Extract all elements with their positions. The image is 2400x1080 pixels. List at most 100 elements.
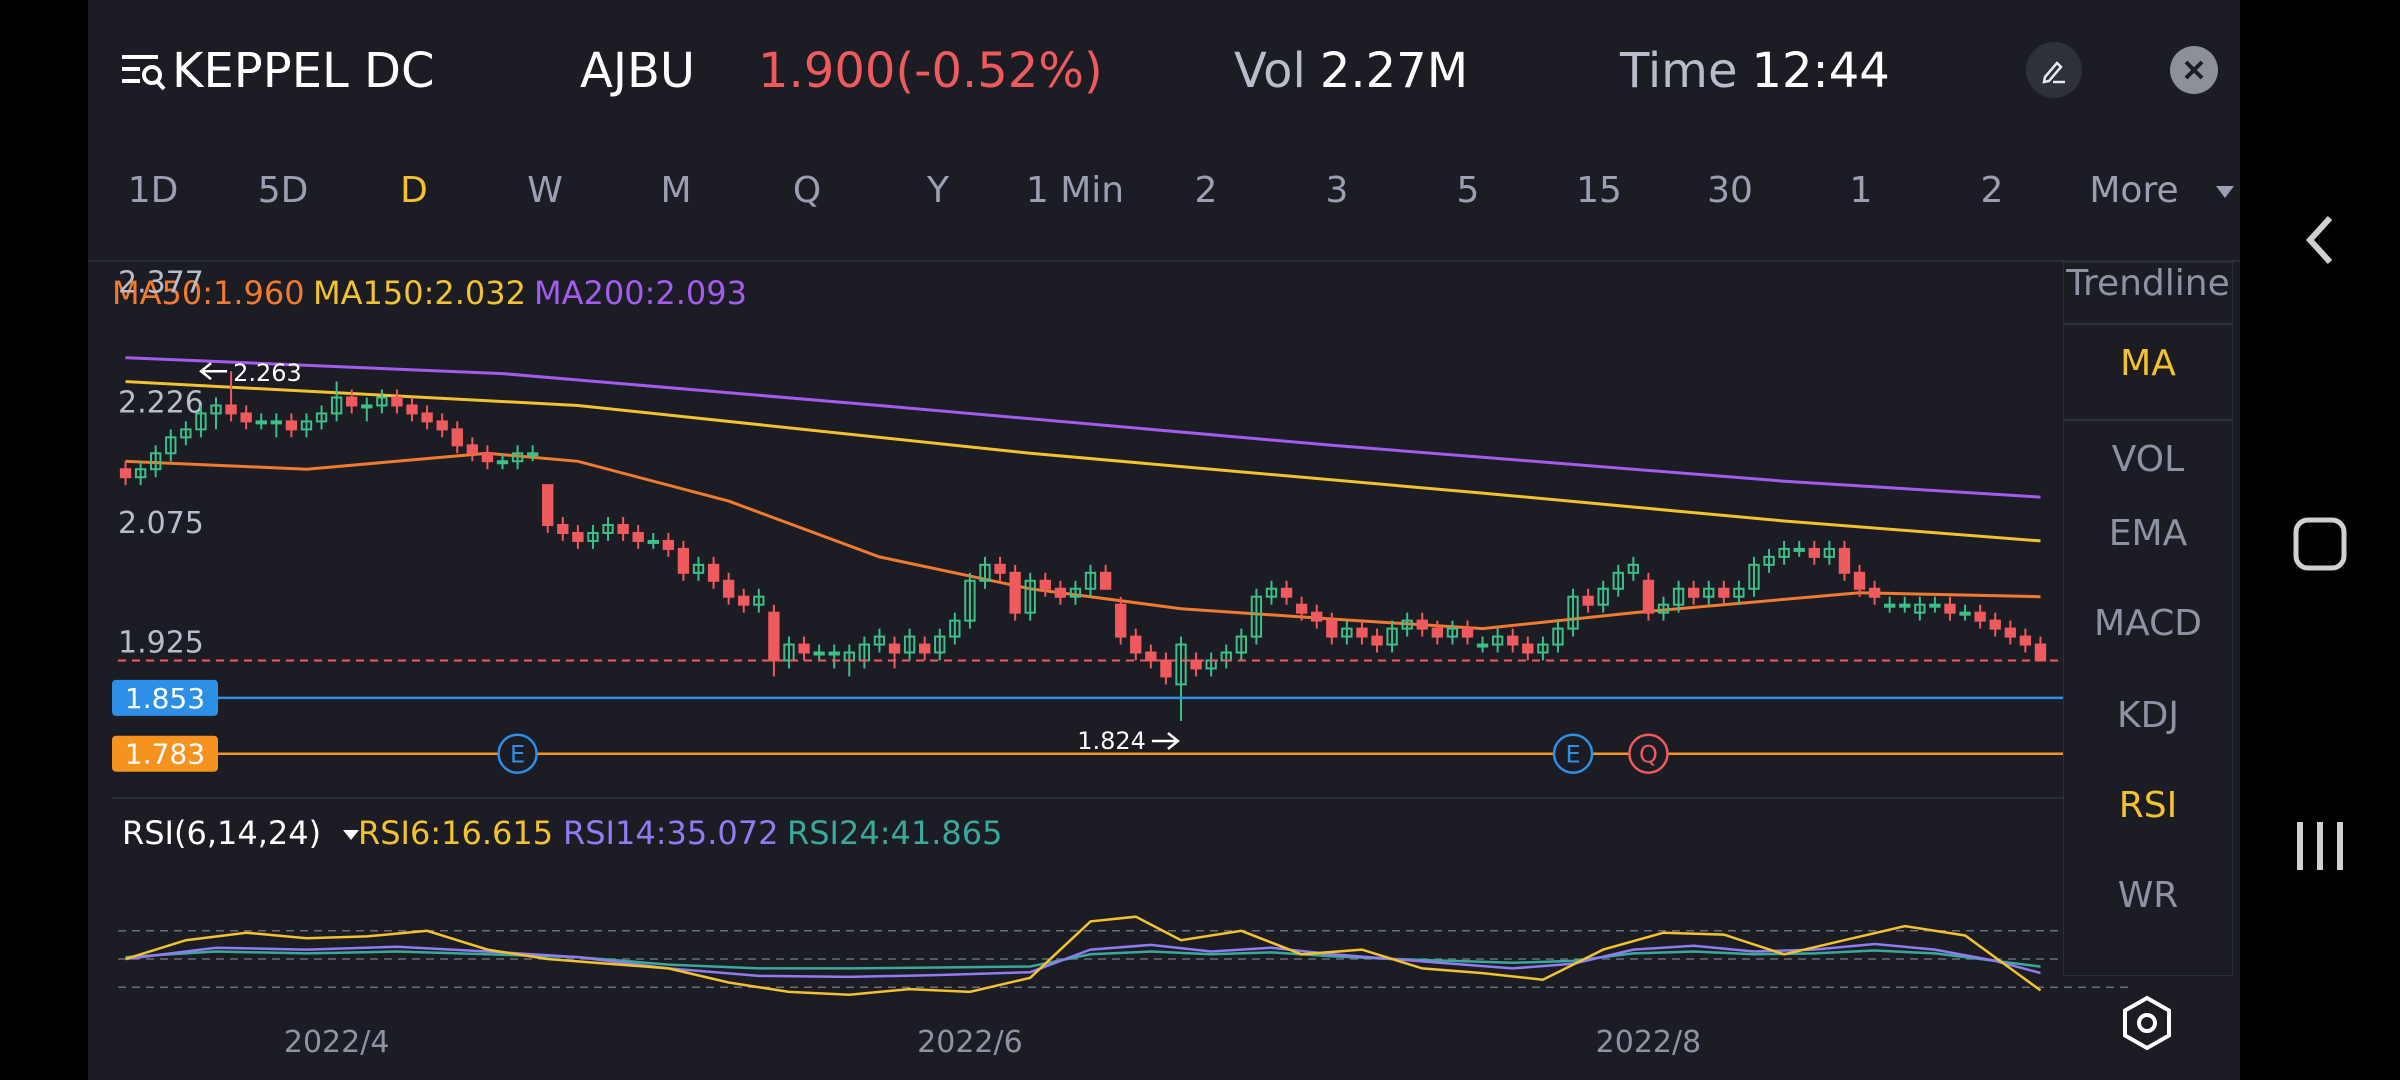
candle-body: [119, 468, 132, 479]
home-button[interactable]: [2240, 514, 2400, 574]
candle-body: [1069, 587, 1082, 598]
rsi14-legend: RSI14:35.072: [563, 814, 779, 852]
candle-body: [1446, 627, 1459, 638]
indicator-item[interactable]: KDJ: [2117, 695, 2179, 736]
candle-body: [1009, 571, 1021, 614]
candle-body: [677, 547, 690, 574]
candle-body: [1899, 603, 1911, 608]
candle-body: [315, 412, 328, 423]
candle-body: [1597, 587, 1609, 606]
candle-body: [1612, 571, 1624, 590]
stock-title[interactable]: KEPPEL DC: [118, 38, 435, 104]
tab-timeframe[interactable]: 2: [1980, 170, 2004, 211]
candle-body: [692, 563, 705, 574]
tab-timeframe[interactable]: 15: [1576, 170, 1622, 211]
tab-timeframe[interactable]: Y: [927, 170, 949, 211]
candle-body: [391, 396, 403, 407]
candle-body: [873, 635, 886, 646]
candle-body: [1959, 611, 1971, 616]
collapse-button[interactable]: [2240, 210, 2400, 270]
event-badge-label: E: [510, 741, 525, 769]
candle-body: [1703, 587, 1715, 598]
stock-name: KEPPEL DC: [172, 43, 435, 99]
candle-body: [1567, 595, 1579, 630]
rsi-title-text: RSI(6,14,24): [122, 814, 322, 852]
settings-button[interactable]: [2118, 994, 2176, 1052]
tab-timeframe[interactable]: W: [527, 170, 563, 211]
candle-body: [1265, 587, 1278, 598]
candle-body: [1507, 635, 1519, 646]
candle-body: [210, 404, 222, 415]
candle-body: [647, 539, 659, 544]
time-label: Time: [1620, 43, 1738, 99]
candle-body: [1914, 603, 1926, 614]
tab-timeframe[interactable]: 2: [1194, 170, 1218, 211]
indicator-item[interactable]: EMA: [2108, 513, 2188, 554]
settings-icon: [2123, 995, 2171, 1051]
tab-timeframe[interactable]: 5D: [257, 170, 309, 211]
tab-timeframe[interactable]: 1 Min: [1025, 170, 1125, 211]
trendline-button[interactable]: Trendline: [2066, 263, 2230, 304]
tab-timeframe[interactable]: 3: [1325, 170, 1349, 211]
candle-body: [572, 531, 584, 542]
tab-timeframe[interactable]: Q: [792, 170, 822, 211]
tab-timeframe[interactable]: M: [660, 170, 692, 211]
tab-timeframe[interactable]: 5: [1456, 170, 1480, 211]
side-divider: [2064, 323, 2232, 325]
candle-body: [994, 563, 1006, 574]
volume: Vol 2.27M: [1234, 38, 1468, 104]
price-chart[interactable]: 2.377 2.226 2.075 1.925 1.853 1.783 2.263 1.824…: [88, 260, 2240, 800]
candle-body: [2004, 627, 2016, 638]
candle-body: [602, 524, 614, 534]
candle-body: [587, 531, 599, 542]
chevron-down-icon[interactable]: [2216, 186, 2234, 198]
candle-body: [1823, 547, 1836, 558]
candle-body: [1386, 627, 1398, 646]
candle-body: [1099, 571, 1112, 590]
event-badge: [1628, 733, 1669, 774]
draw-button[interactable]: [2026, 42, 2082, 98]
indicator-item[interactable]: MACD: [2094, 603, 2202, 644]
candle-body: [451, 428, 463, 447]
stock-code: AJBU: [580, 43, 696, 99]
candle-body: [1687, 587, 1700, 598]
ma150-legend: MA150:2.032: [313, 274, 526, 312]
event-badge-label: Q: [1639, 741, 1658, 769]
tab-timeframe[interactable]: 1D: [127, 170, 179, 211]
indicator-item[interactable]: MA: [2120, 343, 2176, 384]
indicator-item[interactable]: RSI: [2118, 785, 2178, 826]
side-divider: [2064, 419, 2232, 421]
tab-timeframe[interactable]: 1: [1849, 170, 1873, 211]
indicator-item[interactable]: VOL: [2111, 439, 2185, 480]
candle-body: [1944, 603, 1956, 614]
x-axis: 2022/4 2022/6 2022/8: [284, 1025, 1701, 1060]
tab-timeframe[interactable]: More: [2089, 170, 2179, 211]
chevron-left-icon: [2305, 215, 2333, 265]
caret-down-icon: [343, 830, 360, 840]
recents-button[interactable]: [2240, 814, 2400, 878]
tab-timeframe[interactable]: D: [400, 170, 428, 211]
candle-body: [2019, 635, 2032, 646]
ma200-legend: MA200:2.093: [534, 274, 747, 312]
candle-body: [617, 524, 629, 534]
candle-body: [1491, 635, 1504, 646]
rsi-title[interactable]: RSI(6,14,24): [122, 814, 360, 852]
tab-timeframe[interactable]: 30: [1707, 170, 1753, 211]
candle-body: [1461, 627, 1474, 638]
candle-body: [1416, 619, 1428, 630]
close-button[interactable]: [2170, 46, 2218, 94]
rsi-chart[interactable]: [88, 880, 2240, 1020]
pencil-icon: [2042, 61, 2065, 84]
volume-label: Vol: [1234, 43, 1306, 99]
x-tick-label: 2022/4: [284, 1025, 390, 1060]
candle-body: [1763, 555, 1775, 566]
candle-body: [934, 635, 946, 654]
rsi24-legend: RSI24:41.865: [787, 814, 1003, 852]
candle-body: [1401, 619, 1413, 630]
indicator-item[interactable]: WR: [2117, 875, 2179, 916]
candle-body: [707, 563, 720, 582]
menu-search-icon[interactable]: [118, 49, 168, 93]
candle-body: [1024, 579, 1036, 614]
high-marker-arrowhead: [199, 362, 212, 381]
candle-body: [165, 436, 177, 455]
